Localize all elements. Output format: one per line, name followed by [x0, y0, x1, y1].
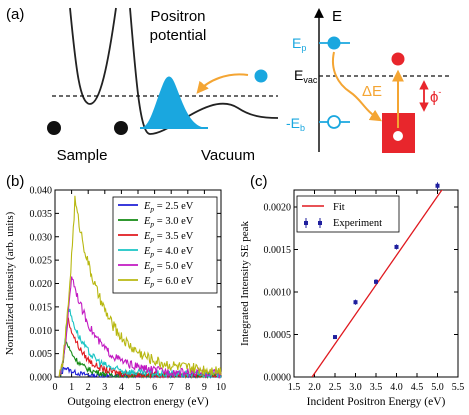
chart-b-series-line: [58, 366, 222, 380]
chart-c-ytick-label: 0.0015: [264, 245, 292, 256]
transition-arrow: [332, 51, 383, 122]
chart-b-ytick-label: 0.000: [30, 373, 53, 384]
sample-atom-2: [114, 121, 128, 135]
chart-b-ytick-label: 0.020: [30, 279, 53, 290]
sample-label: Sample: [57, 147, 108, 164]
chart-b-legend-entry: Ep = 5.0 eV: [143, 261, 194, 274]
panel-a: (a) Positron potential Sample Vacuum E E…: [6, 6, 450, 164]
chart-c-point: [394, 244, 399, 249]
chart-b-legend-entry: Ep = 3.5 eV: [143, 231, 194, 244]
chart-c-ytick-label: 0.0000: [264, 373, 292, 384]
potential-title-line2: potential: [150, 27, 207, 44]
chart-c-point: [333, 335, 337, 340]
chart-b-xtick-label: 3: [102, 382, 107, 393]
chart-b-xlabel: Outgoing electron energy (eV): [67, 396, 208, 408]
evac-label: Evac: [294, 67, 318, 85]
chart-c-legend-exp-swatch: [318, 221, 322, 225]
chart-c-point: [435, 183, 440, 188]
chart-b-series-line: [58, 195, 222, 378]
chart-c-legend-fit: Fit: [333, 202, 345, 213]
chart-b-xtick-label: 10: [216, 382, 226, 393]
chart-c-ylabel: Integrated Intensity SE peak: [239, 221, 251, 346]
chart-b-xtick-label: 1: [69, 382, 74, 393]
sample-atom-1: [47, 121, 61, 135]
chart-c-xtick-label: 3.5: [370, 382, 383, 393]
hole: [393, 131, 403, 141]
ep-label: Ep: [292, 35, 306, 53]
chart-b-legend-entry: Ep = 6.0 eV: [143, 276, 194, 289]
potential-well-left: [69, 7, 117, 105]
chart-c-legend: [296, 195, 400, 233]
chart-b-xtick-label: 6: [152, 382, 157, 393]
chart-c-xtick-label: 2.0: [308, 382, 321, 393]
chart-b-ytick-label: 0.035: [30, 209, 53, 220]
chart-b-xtick-label: 2: [86, 382, 91, 393]
chart-c-point: [353, 300, 358, 305]
chart-c-fit-line: [311, 190, 443, 377]
chart-c-label: (c): [250, 173, 268, 190]
chart-b-xtick-label: 8: [185, 382, 190, 393]
chart-b-ytick-label: 0.005: [30, 349, 53, 360]
chart-b-ytick-label: 0.025: [30, 256, 53, 267]
chart-b-xtick-label: 9: [202, 382, 207, 393]
eb-positron: [327, 115, 341, 129]
chart-b-ylabel: Normalized intensity (arb. units): [4, 211, 16, 355]
chart-b-ytick-label: 0.015: [30, 302, 53, 313]
chart-b-label: (b): [6, 173, 24, 190]
chart-c-ytick-label: 0.0005: [264, 330, 292, 341]
chart-b-legend-entry: Ep = 4.0 eV: [143, 246, 194, 259]
panel-b: 0 1 2 3 4 5 6 7 8 9 10 0.000 0.005 0.010 0.015 0.020 0.0…: [4, 173, 226, 408]
chart-b-xtick-label: 5: [136, 382, 141, 393]
chart-c-point: [374, 279, 378, 284]
chart-c-xtick-label: 1.5: [288, 382, 301, 393]
chart-c-xlabel: Incident Positron Energy (eV): [307, 396, 446, 408]
chart-c-ytick-label: 0.0020: [264, 203, 292, 214]
panel-a-label: (a): [6, 6, 24, 23]
chart-b-ytick-label: 0.010: [30, 326, 53, 337]
incoming-arrow: [196, 73, 249, 94]
chart-c-xtick-label: 4.5: [411, 382, 424, 393]
phi-label: ϕ-: [430, 87, 441, 106]
delta-e-label: ΔE: [362, 83, 382, 100]
eb-label: -Eb: [286, 115, 305, 133]
incoming-positron: [254, 69, 268, 83]
positron-wavepacket: [140, 76, 208, 128]
chart-c-xtick-label: 3.0: [349, 382, 362, 393]
chart-b-xtick-label: 0: [53, 382, 58, 393]
chart-c-xtick-label: 5.5: [452, 382, 465, 393]
vacuum-label: Vacuum: [201, 147, 255, 164]
chart-c-ytick-label: 0.0010: [264, 288, 292, 299]
chart-b-xtick-label: 7: [169, 382, 174, 393]
chart-b-ytick-label: 0.040: [30, 186, 53, 197]
chart-c-legend-experiment: Experiment: [333, 218, 382, 229]
chart-b-xtick-label: 4: [119, 382, 124, 393]
chart-c-xtick-label: 5.0: [431, 382, 444, 393]
energy-axis-label: E: [332, 8, 342, 25]
chart-b-legend-entry: Ep = 3.0 eV: [143, 216, 194, 229]
potential-title-line1: Positron: [150, 8, 205, 25]
ep-positron: [327, 36, 341, 50]
chart-b-legend-entry: Ep = 2.5 eV: [143, 201, 194, 214]
chart-c-xtick-label: 2.5: [329, 382, 342, 393]
chart-b-series-line: [58, 317, 222, 380]
panel-c: 1.5 2.0 2.5 3.0 3.5 4.0 4.5 5.0 5.5 0.0000 0.0005 0…: [239, 173, 464, 408]
chart-b-legend: [112, 196, 218, 294]
chart-b-ytick-label: 0.030: [30, 232, 53, 243]
emitted-electron: [391, 52, 405, 66]
chart-c-xtick-label: 4.0: [390, 382, 403, 393]
chart-c-legend-exp-swatch: [304, 221, 308, 225]
